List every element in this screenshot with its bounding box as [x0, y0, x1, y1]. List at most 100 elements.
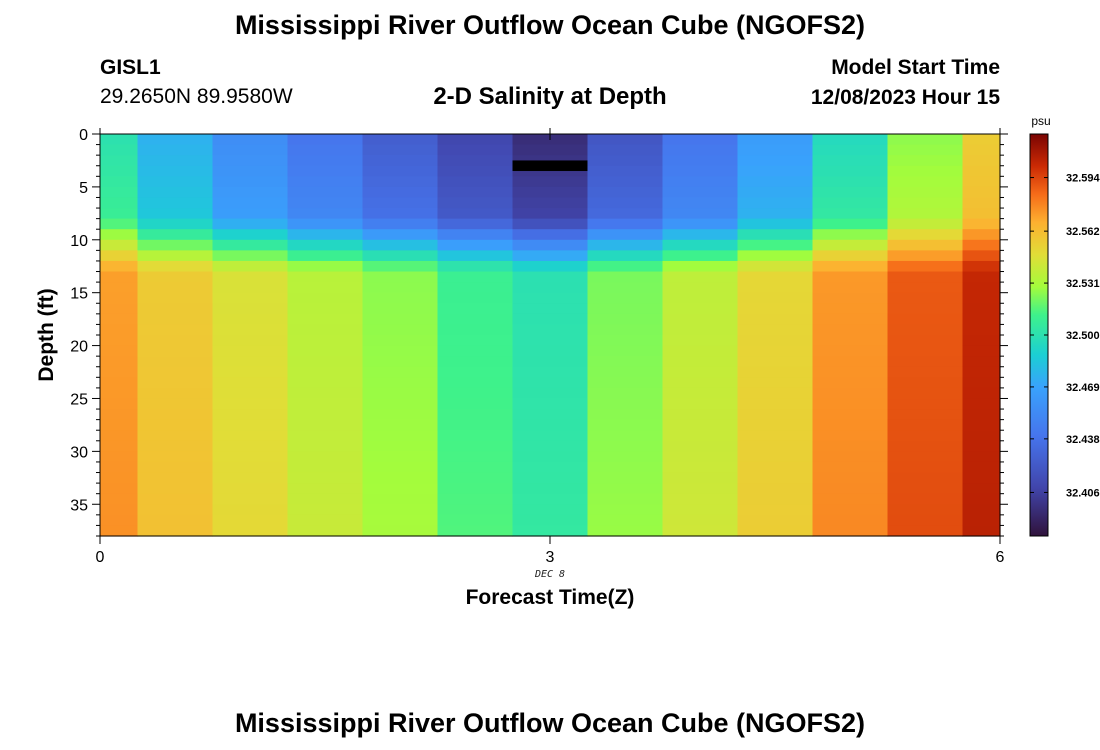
heatmap-cell: [737, 483, 814, 495]
heatmap-cell: [662, 451, 739, 463]
heatmap-cell: [100, 239, 139, 251]
heatmap-cell: [587, 239, 664, 251]
heatmap-cell: [362, 155, 439, 167]
heatmap-cell: [662, 525, 739, 537]
heatmap-cell: [962, 398, 1001, 410]
heatmap-cell: [737, 451, 814, 463]
heatmap-cell: [737, 504, 814, 516]
heatmap-cell: [362, 525, 439, 537]
heatmap-cell: [437, 282, 514, 294]
heatmap-cell: [100, 419, 139, 431]
heatmap-cell: [512, 303, 589, 315]
heatmap-cell: [100, 398, 139, 410]
heatmap-cell: [100, 197, 139, 209]
heatmap-cell: [812, 239, 889, 251]
station-id: GISL1: [100, 56, 161, 79]
heatmap-cell: [737, 176, 814, 188]
heatmap-cell: [962, 239, 1001, 251]
heatmap-cell: [100, 271, 139, 283]
heatmap-cell: [437, 271, 514, 283]
heatmap-cell: [737, 313, 814, 326]
heatmap-cell: [212, 155, 289, 167]
colorbar-tick-label: 32.500: [1066, 330, 1100, 342]
heatmap-cell: [512, 186, 589, 199]
heatmap-cell: [287, 387, 364, 400]
station-coordinates: 29.2650N 89.9580W: [100, 85, 293, 108]
heatmap-cell: [962, 176, 1001, 188]
x-tick-label: 0: [96, 549, 105, 566]
heatmap-cell: [812, 292, 889, 304]
heatmap-marker-bar: [512, 160, 588, 172]
heatmap-cell: [887, 208, 964, 220]
heatmap-cell: [100, 377, 139, 389]
heatmap-cell: [512, 419, 589, 431]
heatmap-cell: [362, 387, 439, 400]
heatmap-cell: [962, 356, 1001, 368]
heatmap-cell: [887, 229, 964, 241]
heatmap-cell: [812, 165, 889, 177]
heatmap-cell: [437, 144, 514, 156]
heatmap-cell: [587, 514, 664, 527]
heatmap-cell: [962, 514, 1001, 527]
heatmap-cell: [437, 525, 514, 537]
heatmap-cell: [887, 356, 964, 368]
heatmap-cell: [287, 514, 364, 527]
heatmap-cell: [887, 430, 964, 442]
heatmap-cell: [587, 345, 664, 357]
heatmap-cell: [100, 525, 139, 537]
heatmap-cell: [812, 430, 889, 442]
chart-subtitle: 2-D Salinity at Depth: [433, 83, 667, 110]
heatmap-cell: [737, 282, 814, 294]
heatmap-cell: [962, 292, 1001, 304]
heatmap-cell: [662, 345, 739, 357]
heatmap-cell: [962, 229, 1001, 241]
heatmap-cell: [512, 525, 589, 537]
heatmap-cell: [362, 176, 439, 188]
heatmap-cell: [662, 440, 739, 452]
heatmap-cell: [212, 176, 289, 188]
heatmap-cell: [962, 186, 1001, 199]
heatmap-cell: [512, 282, 589, 294]
heatmap-cell: [587, 229, 664, 241]
heatmap-cell: [512, 461, 589, 474]
heatmap-cell: [962, 282, 1001, 294]
x-axis-title: Forecast Time(Z): [466, 586, 635, 609]
heatmap-cell: [287, 186, 364, 199]
heatmap-cell: [512, 324, 589, 336]
heatmap-cell: [962, 366, 1001, 378]
heatmap-cell: [512, 387, 589, 400]
heatmap-cell: [137, 419, 214, 431]
heatmap-cell: [887, 292, 964, 304]
heatmap-cell: [737, 239, 814, 251]
heatmap-cell: [100, 250, 139, 262]
heatmap-cell: [287, 324, 364, 336]
heatmap-cell: [962, 218, 1001, 230]
heatmap-cell: [812, 155, 889, 167]
heatmap-cell: [737, 229, 814, 241]
heatmap-cell: [587, 208, 664, 220]
heatmap-cell: [662, 165, 739, 177]
heatmap-cell: [962, 461, 1001, 474]
heatmap-cell: [887, 483, 964, 495]
x-tick-label: 6: [996, 549, 1005, 566]
y-tick-label: 5: [79, 180, 88, 197]
y-axis-title: Depth (ft): [35, 288, 58, 381]
heatmap-cell: [587, 176, 664, 188]
heatmap-cell: [362, 292, 439, 304]
heatmap-cell: [212, 229, 289, 241]
heatmap-cell: [737, 440, 814, 452]
y-tick-label: 35: [70, 497, 88, 514]
heatmap-cell: [662, 356, 739, 368]
heatmap-cell: [362, 282, 439, 294]
heatmap-cell: [887, 345, 964, 357]
heatmap-cell: [587, 387, 664, 400]
heatmap-cell: [212, 335, 289, 347]
heatmap-cell: [962, 271, 1001, 283]
heatmap-cell: [100, 218, 139, 230]
heatmap-cell: [212, 472, 289, 484]
heatmap-cell: [587, 472, 664, 484]
heatmap-cell: [812, 398, 889, 410]
heatmap-cell: [587, 165, 664, 177]
heatmap-cell: [512, 197, 589, 209]
heatmap-cell: [962, 377, 1001, 389]
